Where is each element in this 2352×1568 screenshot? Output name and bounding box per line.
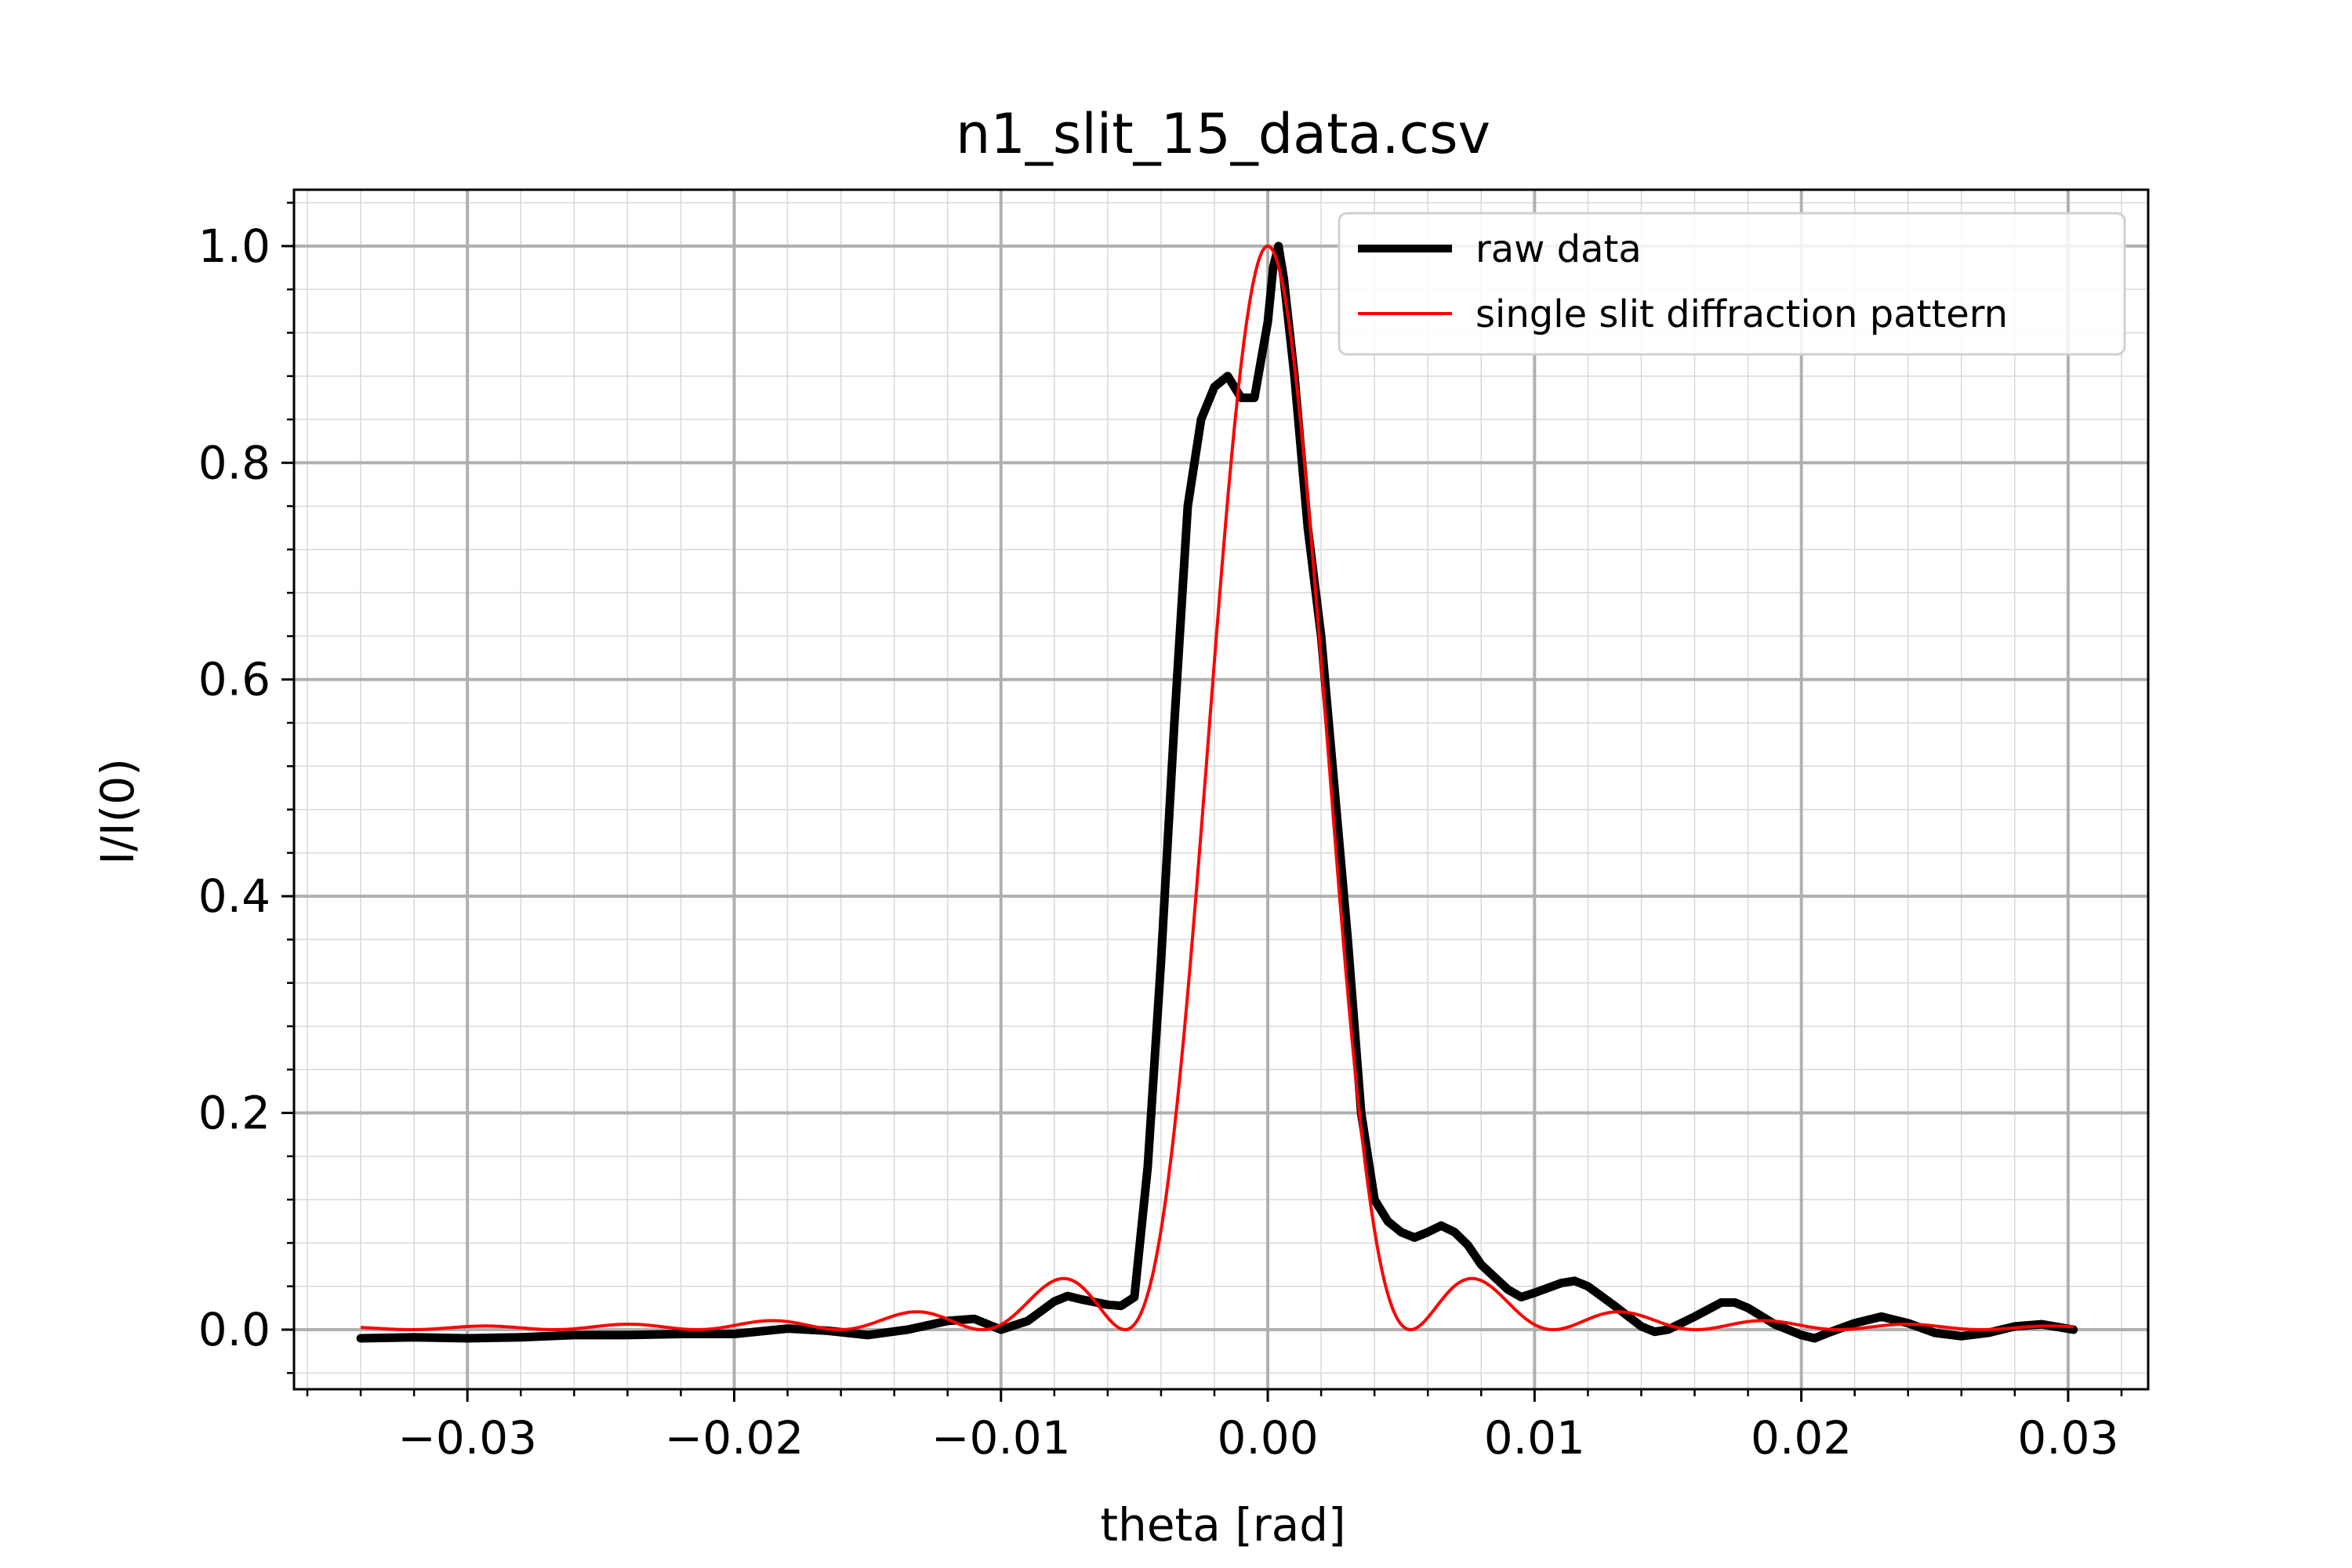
x-axis-label: theta [rad] xyxy=(1100,1498,1345,1552)
x-tick-label: 0.01 xyxy=(1484,1411,1585,1465)
y-axis: 0.0 0.2 0.4 0.6 0.8 1.0 xyxy=(198,201,294,1374)
y-tick-label: 1.0 xyxy=(198,220,270,273)
x-tick-label: 0.00 xyxy=(1217,1411,1318,1465)
x-tick-label: 0.03 xyxy=(2017,1411,2118,1465)
y-axis-label: I/I(0) xyxy=(91,758,144,865)
x-tick-label: 0.02 xyxy=(1751,1411,1852,1465)
major-grid xyxy=(294,190,2148,1389)
y-tick-label: 0.6 xyxy=(198,653,270,706)
y-tick-label: 0.8 xyxy=(198,436,270,489)
y-tick-label: 0.0 xyxy=(198,1303,270,1356)
legend-label-raw-data: raw data xyxy=(1475,227,1642,271)
raw-data-line xyxy=(356,241,2078,1343)
y-tick-label: 0.2 xyxy=(198,1087,270,1140)
x-axis: −0.03 −0.02 −0.01 0.00 0.01 0.02 0.03 xyxy=(306,1389,2123,1465)
y-tick-label: 0.4 xyxy=(198,869,270,923)
plot-frame xyxy=(292,188,2150,1391)
chart-title: n1_slit_15_data.csv xyxy=(956,102,1490,166)
legend: raw data single slit diffraction pattern xyxy=(1338,212,2126,356)
legend-label-fit: single slit diffraction pattern xyxy=(1475,292,2008,336)
x-tick-label: −0.03 xyxy=(397,1411,537,1465)
x-tick-label: −0.02 xyxy=(665,1411,804,1465)
plot-lines xyxy=(356,241,2078,1343)
legend-box xyxy=(1338,212,2126,356)
single-slit-fit-line xyxy=(360,244,2074,1331)
x-tick-label: −0.01 xyxy=(931,1411,1071,1465)
